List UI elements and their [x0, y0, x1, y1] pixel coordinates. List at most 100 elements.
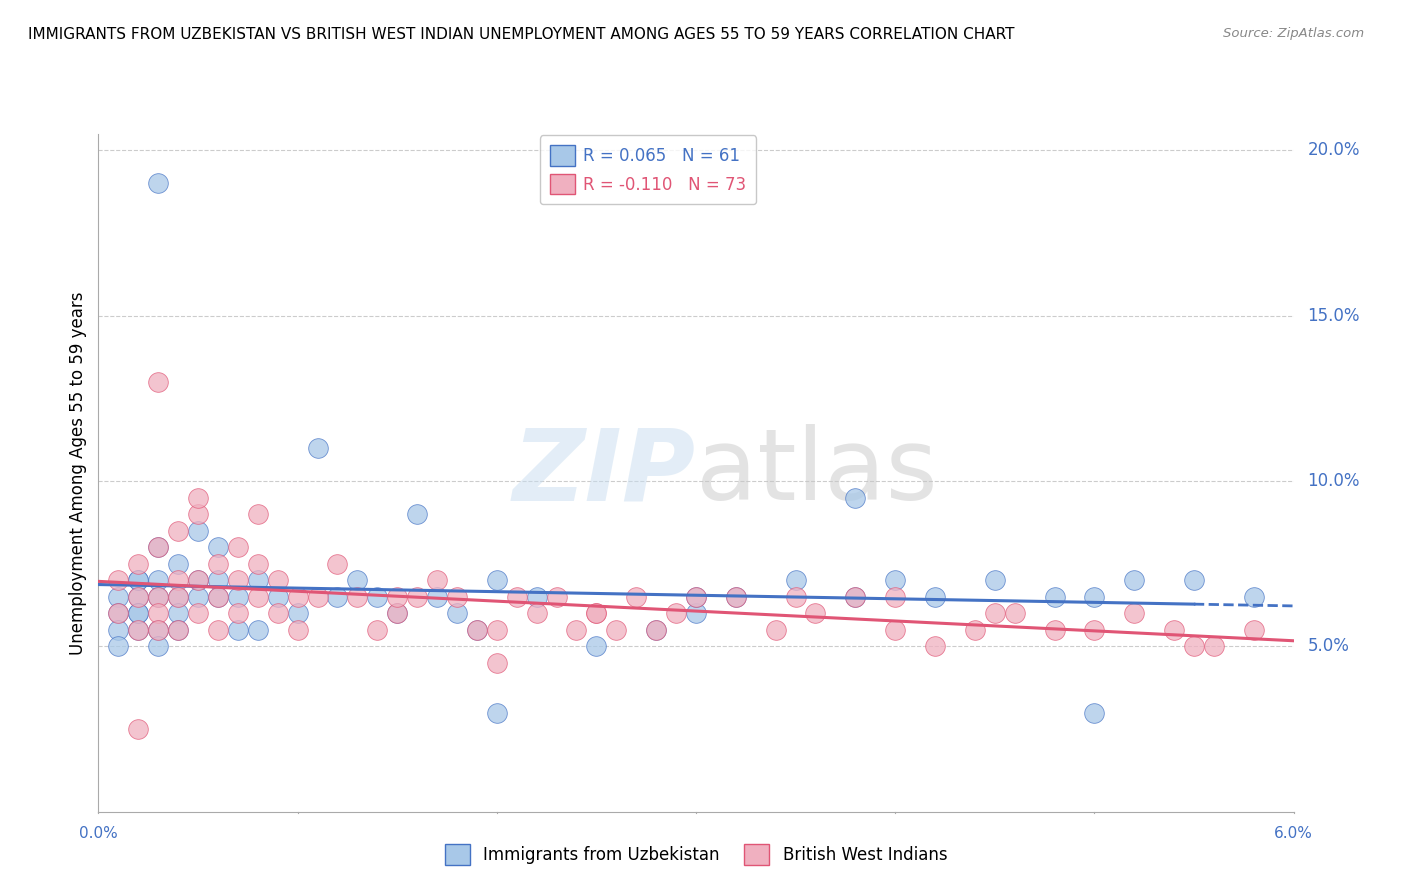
Point — [446, 590, 468, 604]
Text: 20.0%: 20.0% — [1308, 141, 1360, 160]
Point — [465, 623, 488, 637]
Point — [148, 623, 170, 637]
Point — [884, 623, 907, 637]
Y-axis label: Unemployment Among Ages 55 to 59 years: Unemployment Among Ages 55 to 59 years — [69, 291, 87, 655]
Point — [107, 607, 129, 621]
Point — [187, 507, 209, 521]
Point — [465, 623, 488, 637]
Point — [1083, 623, 1105, 637]
Point — [107, 640, 129, 654]
Point — [585, 607, 607, 621]
Point — [267, 573, 290, 587]
Point — [924, 590, 946, 604]
Point — [127, 623, 149, 637]
Point — [346, 590, 368, 604]
Point — [127, 607, 149, 621]
Point — [148, 607, 170, 621]
Point — [167, 557, 190, 571]
Point — [287, 607, 309, 621]
Point — [167, 573, 190, 587]
Point — [485, 623, 508, 637]
Point — [1163, 623, 1185, 637]
Point — [1043, 590, 1066, 604]
Point — [785, 590, 807, 604]
Point — [148, 590, 170, 604]
Point — [506, 590, 529, 604]
Point — [107, 573, 129, 587]
Point — [307, 441, 329, 455]
Point — [1083, 590, 1105, 604]
Point — [1182, 573, 1205, 587]
Point — [226, 607, 249, 621]
Point — [1083, 706, 1105, 720]
Point — [167, 590, 190, 604]
Point — [385, 590, 409, 604]
Point — [148, 590, 170, 604]
Point — [167, 590, 190, 604]
Text: IMMIGRANTS FROM UZBEKISTAN VS BRITISH WEST INDIAN UNEMPLOYMENT AMONG AGES 55 TO : IMMIGRANTS FROM UZBEKISTAN VS BRITISH WE… — [28, 27, 1015, 42]
Point — [406, 507, 429, 521]
Point — [187, 491, 209, 505]
Point — [844, 590, 866, 604]
Point — [127, 590, 149, 604]
Point — [267, 607, 290, 621]
Point — [983, 573, 1005, 587]
Point — [1243, 623, 1265, 637]
Point — [605, 623, 627, 637]
Point — [884, 590, 907, 604]
Point — [127, 623, 149, 637]
Point — [148, 540, 170, 554]
Point — [406, 590, 429, 604]
Point — [148, 540, 170, 554]
Point — [287, 623, 309, 637]
Point — [685, 590, 707, 604]
Point — [187, 524, 209, 538]
Point — [624, 590, 647, 604]
Point — [645, 623, 668, 637]
Point — [226, 540, 249, 554]
Point — [844, 491, 866, 505]
Point — [963, 623, 986, 637]
Point — [585, 607, 607, 621]
Text: atlas: atlas — [696, 425, 938, 521]
Point — [246, 573, 269, 587]
Point — [804, 607, 827, 621]
Text: 10.0%: 10.0% — [1308, 472, 1360, 490]
Point — [385, 607, 409, 621]
Point — [366, 623, 388, 637]
Point — [207, 557, 229, 571]
Point — [187, 573, 209, 587]
Point — [167, 524, 190, 538]
Point — [187, 590, 209, 604]
Point — [107, 607, 129, 621]
Point — [167, 623, 190, 637]
Point — [785, 573, 807, 587]
Point — [107, 623, 129, 637]
Point — [226, 590, 249, 604]
Point — [326, 557, 349, 571]
Point — [385, 607, 409, 621]
Point — [685, 607, 707, 621]
Point — [485, 656, 508, 670]
Point — [724, 590, 747, 604]
Point — [307, 590, 329, 604]
Point — [585, 640, 607, 654]
Point — [127, 590, 149, 604]
Point — [148, 640, 170, 654]
Point — [127, 573, 149, 587]
Point — [207, 623, 229, 637]
Point — [246, 590, 269, 604]
Point — [1182, 640, 1205, 654]
Point — [765, 623, 787, 637]
Point — [485, 706, 508, 720]
Point — [207, 590, 229, 604]
Point — [1123, 573, 1146, 587]
Point — [287, 590, 309, 604]
Point — [326, 590, 349, 604]
Point — [565, 623, 588, 637]
Point — [127, 722, 149, 736]
Point — [665, 607, 688, 621]
Point — [167, 607, 190, 621]
Point — [924, 640, 946, 654]
Point — [127, 607, 149, 621]
